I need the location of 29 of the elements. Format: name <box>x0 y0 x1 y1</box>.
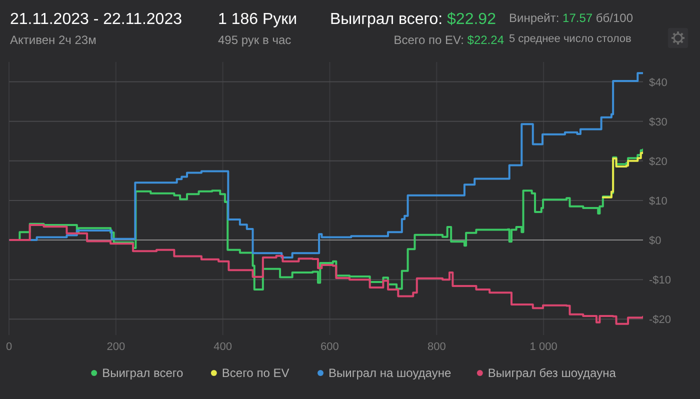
y-tick-label: -$10 <box>649 274 672 287</box>
legend-label: Выиграл на шоудауне <box>328 366 452 380</box>
y-tick-label: $20 <box>649 156 668 168</box>
text: $22.24 <box>464 33 504 47</box>
y-tick-label: $0 <box>649 235 662 248</box>
y-tick-label: $40 <box>649 76 668 89</box>
chart-title: 21.11.2023 - 22.11.2023 <box>10 11 182 28</box>
x-tick-label: 1 000 <box>530 341 558 353</box>
text: $22.92 <box>442 11 496 28</box>
text: 17.57 <box>559 11 593 25</box>
text: 5 среднее число столов <box>509 33 632 45</box>
text: Выиграл всего: <box>330 11 443 28</box>
x-tick-label: 800 <box>427 341 446 353</box>
legend-label: Выиграл без шоудауна <box>488 366 616 380</box>
text: 1 186 Руки <box>218 11 298 28</box>
chart-subtitle: Активен 2ч 23м <box>10 33 96 47</box>
x-tick-label: 0 <box>6 341 12 353</box>
x-tick-label: 400 <box>214 341 232 353</box>
x-tick-label: 200 <box>106 341 126 353</box>
y-tick-label: $10 <box>649 195 668 208</box>
legend-label: Выиграл всего <box>102 366 184 380</box>
x-tick-label: 600 <box>320 341 339 353</box>
text: бб/100 <box>592 11 634 25</box>
y-tick-label: $30 <box>649 116 668 128</box>
legend-label: Всего по EV <box>222 366 290 380</box>
text: Всего по EV: <box>394 33 464 47</box>
text: Винрейт: <box>509 11 560 25</box>
text: 495 рук в час <box>218 33 292 47</box>
y-tick-label: -$20 <box>649 314 672 326</box>
